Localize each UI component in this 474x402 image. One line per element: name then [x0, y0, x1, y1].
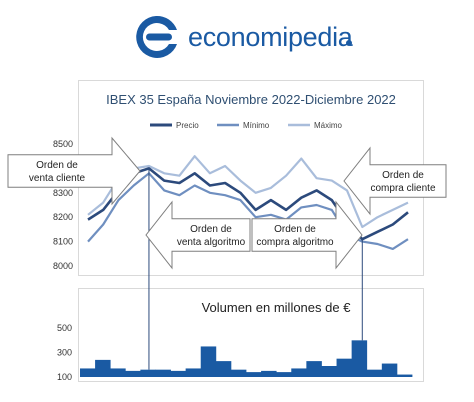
volume-bar-1 [95, 359, 111, 377]
callout-buy-algorithm-line2: compra algoritmo [256, 237, 334, 248]
callout-sell-client-arrow [7, 136, 141, 206]
y-tick-label-1: 8100 [53, 237, 73, 247]
volume-bar-16 [321, 366, 337, 377]
legend-label-0: Precio [176, 121, 199, 130]
callout-sell-algorithm-line2: venta algoritmo [177, 237, 246, 248]
brand-header: economipedia [0, 0, 474, 72]
volume-bar-4 [140, 369, 156, 377]
volume-bar-14 [291, 368, 307, 377]
volume-bar-21 [396, 374, 413, 377]
callout-sell-algorithm-line1: Orden de [190, 224, 232, 235]
volume-bar-6 [170, 370, 187, 377]
volume-y-tick-label-1: 300 [57, 348, 72, 358]
callout-buy-client-arrow [343, 146, 447, 216]
volume-bar-9 [215, 361, 232, 377]
volume-bar-17 [336, 358, 353, 377]
legend-label-1: Mínimo [243, 121, 270, 130]
y-tick-label-3: 8300 [53, 188, 73, 198]
volume-y-tick-label-0: 100 [57, 372, 72, 382]
volume-bar-20 [381, 363, 398, 377]
volume-title: Volumen en millones de € [202, 300, 352, 315]
legend-label-2: Máximo [314, 121, 343, 130]
volume-bar-8 [200, 346, 217, 377]
volume-y-tick-label-2: 500 [57, 323, 72, 333]
volume-bar-3 [125, 370, 141, 377]
e-logo-icon [136, 15, 177, 58]
volume-bar-18 [351, 340, 368, 377]
chart-title: IBEX 35 España Noviembre 2022-Diciembre … [106, 92, 396, 107]
y-tick-label-2: 8200 [53, 212, 73, 222]
volume-chart: Volumen en millones de € 100 300 500 [57, 300, 413, 382]
y-tick-label-0: 8000 [53, 261, 73, 271]
callout-sell-client-line1: Orden de [36, 160, 78, 171]
brand-dot [346, 40, 352, 46]
callout-sell-algorithm-arrow [145, 200, 251, 270]
brand-name: economipedia [188, 22, 353, 52]
volume-bar-7 [185, 368, 202, 377]
callout-buy-algorithm-arrow [251, 200, 363, 270]
callout-sell-client-line2: venta cliente [29, 173, 86, 184]
volume-bar-13 [276, 372, 292, 377]
volume-bar-2 [110, 368, 126, 377]
volume-bar-0 [80, 368, 96, 377]
callout-buy-client-line1: Orden de [382, 170, 424, 181]
callout-buy-client-line2: compra cliente [370, 183, 435, 194]
annotations: Orden de venta cliente Orden de venta algor… [7, 136, 447, 370]
volume-bar-19 [366, 369, 383, 377]
series-line-máximo [87, 155, 409, 229]
volume-bar-12 [261, 370, 277, 377]
volume-bar-10 [230, 369, 247, 377]
y-tick-label-5: 8500 [53, 139, 73, 149]
volume-bar-15 [306, 361, 322, 377]
callout-buy-algorithm-line1: Orden de [274, 224, 316, 235]
volume-bar-5 [155, 369, 171, 377]
volume-bar-11 [246, 372, 262, 377]
